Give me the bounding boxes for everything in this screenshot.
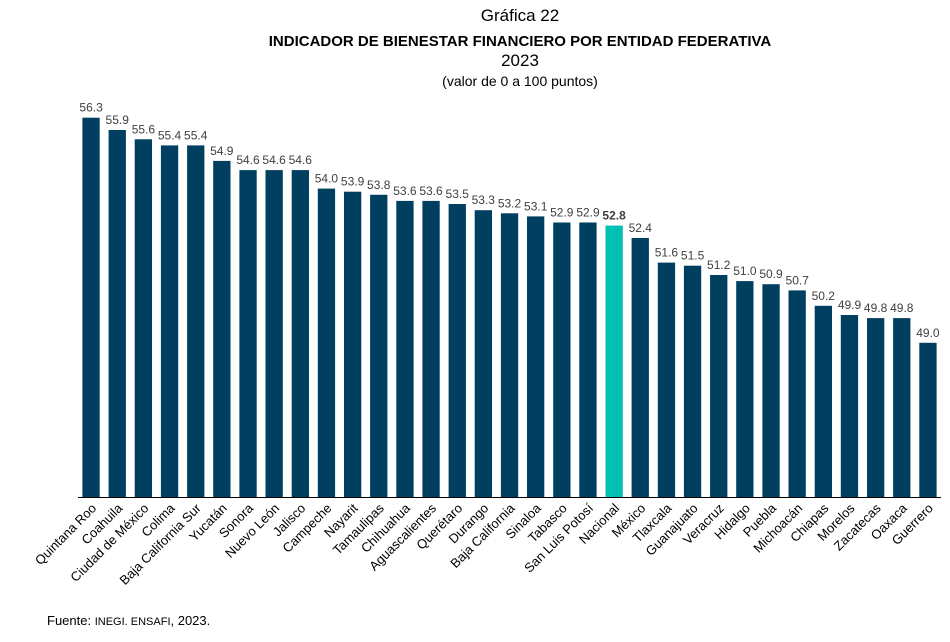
data-label: 50.2: [812, 289, 836, 303]
bar: [396, 200, 414, 497]
data-label: 53.5: [446, 187, 470, 201]
data-label: 56.3: [79, 101, 103, 115]
bar: [683, 265, 702, 497]
bars-group: [82, 117, 937, 498]
data-label: 55.4: [158, 128, 182, 142]
data-label: 54.6: [236, 153, 260, 167]
bar: [893, 318, 911, 497]
bar: [788, 290, 806, 497]
bar: [736, 281, 754, 497]
data-label: 49.0: [916, 326, 940, 340]
graph-number: Gráfica 22: [480, 6, 560, 25]
data-label: 51.5: [681, 249, 705, 263]
bar: [239, 170, 257, 497]
bar: [657, 262, 676, 497]
bar: [919, 342, 937, 497]
bar: [265, 170, 283, 497]
data-label: 53.9: [341, 175, 365, 189]
data-label: 53.3: [472, 193, 496, 207]
data-label: 52.9: [576, 206, 600, 220]
bar: [160, 145, 179, 497]
bar: [762, 284, 780, 497]
source-note: Fuente: INEGI. ENSAFI, 2023.: [47, 613, 210, 628]
data-label: 49.8: [890, 301, 914, 315]
bar: [631, 238, 649, 497]
bar: [553, 222, 571, 497]
bar: [814, 305, 832, 497]
source-suffix: , 2023.: [170, 613, 211, 628]
data-label: 54.9: [210, 144, 234, 158]
chart-title: INDICADOR DE BIENESTAR FINANCIERO POR EN…: [268, 33, 772, 50]
chart-year: 2023: [501, 51, 539, 70]
data-label: 49.9: [838, 298, 862, 312]
bar: [108, 130, 126, 497]
data-label: 54.6: [262, 153, 286, 167]
data-label: 49.8: [864, 301, 888, 315]
data-label: 53.8: [367, 178, 391, 192]
data-label: 53.6: [419, 184, 443, 198]
bar: [187, 145, 205, 497]
data-label: 53.1: [524, 199, 548, 213]
bar: [474, 210, 492, 497]
data-label: 54.6: [289, 153, 313, 167]
source-prefix: Fuente:: [47, 613, 95, 628]
bar: [840, 315, 859, 497]
data-label: 53.2: [498, 196, 522, 210]
bar: [867, 318, 885, 497]
data-label: 51.6: [655, 246, 679, 260]
bar: [317, 188, 336, 497]
data-label: 55.6: [132, 122, 156, 136]
bar: [422, 200, 440, 497]
data-label: 51.0: [733, 264, 757, 278]
bar: [82, 117, 100, 497]
bar: [527, 216, 545, 497]
data-label: 55.4: [184, 128, 208, 142]
bar: [344, 191, 362, 497]
bar: [710, 275, 728, 497]
bar: [448, 204, 466, 497]
value-labels-group: 56.355.955.6 55.4 55.454.954.6 54.6 54.654.0…: [79, 101, 939, 340]
data-label: 51.2: [707, 258, 731, 272]
bar: [370, 194, 388, 498]
bar: [579, 222, 597, 497]
data-label: 50.9: [759, 267, 783, 281]
data-label: 52.9: [550, 206, 574, 220]
data-label: 53.6: [393, 184, 417, 198]
bar: [213, 160, 231, 497]
data-label: 50.7: [786, 273, 810, 287]
bar: [134, 139, 152, 498]
source-name: INEGI. ENSAFI: [94, 616, 171, 628]
bar-highlight: [605, 225, 623, 497]
data-label: 52.4: [629, 221, 653, 235]
data-label: 52.8: [602, 209, 626, 223]
bar: [291, 170, 309, 497]
bar: [500, 213, 519, 498]
chart-subtitle: (valor de 0 a 100 puntos): [442, 73, 598, 89]
data-label: 54.0: [315, 172, 339, 186]
data-label: 55.9: [106, 113, 130, 127]
